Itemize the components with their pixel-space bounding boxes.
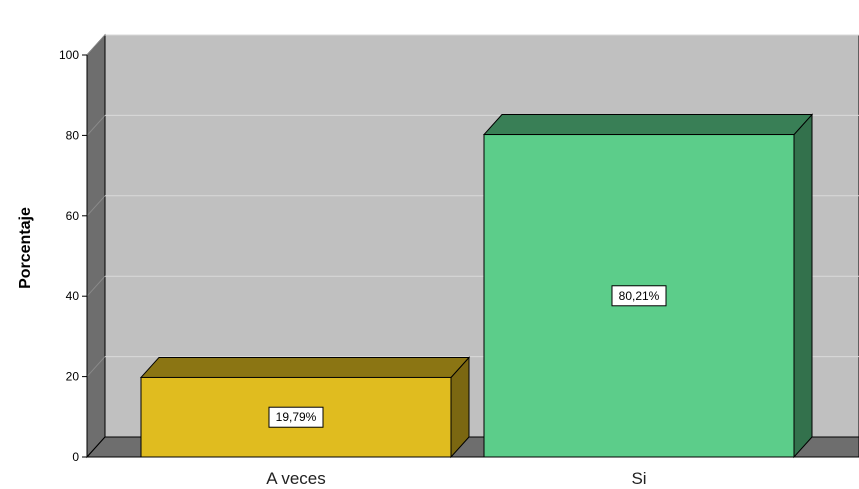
gridline-side bbox=[86, 356, 106, 377]
bar-top bbox=[482, 114, 814, 136]
y-axis-ticks: 0 20 40 60 80 100 bbox=[59, 48, 88, 464]
data-label: 19,79% bbox=[276, 410, 317, 424]
gridline-side bbox=[86, 275, 106, 297]
y-axis-label: Porcentaje bbox=[17, 207, 34, 289]
bar-top bbox=[139, 356, 471, 378]
y-tick-label: 100 bbox=[59, 48, 79, 62]
y-tick-label: 20 bbox=[66, 370, 80, 384]
gridline-side bbox=[86, 34, 106, 56]
data-label: 80,21% bbox=[619, 289, 660, 303]
y-tick-label: 0 bbox=[72, 450, 79, 464]
gridline-side bbox=[86, 195, 106, 217]
y-tick-label: 80 bbox=[66, 128, 80, 142]
side-wall bbox=[86, 33, 106, 459]
y-tick-label: 40 bbox=[66, 289, 80, 303]
x-axis-categories: A veces Si bbox=[266, 469, 646, 488]
x-category-label: A veces bbox=[266, 469, 326, 488]
data-label-box bbox=[611, 285, 667, 307]
bars: 19,79% 80,21% bbox=[139, 113, 814, 459]
bar-side bbox=[793, 113, 813, 459]
data-label-box bbox=[268, 406, 324, 428]
y-tick-label: 60 bbox=[66, 209, 80, 223]
x-category-label: Si bbox=[631, 469, 646, 488]
gridline-side bbox=[86, 115, 106, 136]
